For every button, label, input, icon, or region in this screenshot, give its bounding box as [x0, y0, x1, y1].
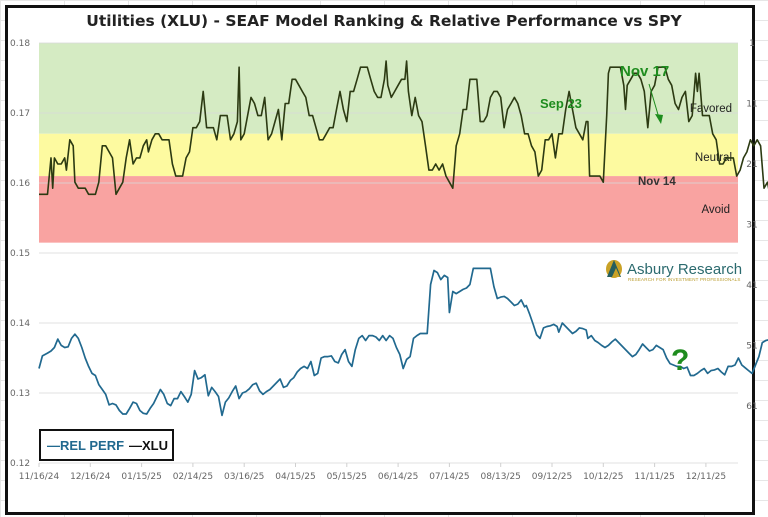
x-tick-label: 05/15/25	[327, 472, 367, 482]
series-line-rel-perf	[38, 267, 768, 417]
x-tick-label: 12/16/24	[70, 472, 111, 482]
gridlines	[39, 42, 738, 464]
annotation-nov-14: Nov 14	[638, 176, 676, 188]
right-tick-label: 41	[746, 281, 757, 291]
right-tick-label: 51	[746, 342, 757, 352]
left-tick-label: 0.18	[10, 39, 30, 49]
zone-bands	[39, 43, 738, 243]
right-tick-label: 11	[746, 100, 757, 110]
asbury-research-logo: Asbury Research RESEARCH FOR INVESTMENT …	[606, 260, 742, 282]
x-tick-label: 04/15/25	[275, 472, 315, 482]
left-tick-label: 0.12	[10, 459, 30, 469]
x-tick-label: 08/13/25	[480, 472, 520, 482]
annotation-sep-23: Sep 23	[540, 96, 582, 111]
left-tick-label: 0.14	[10, 319, 30, 329]
right-tick-label: 1	[749, 39, 755, 49]
x-tick-label: 06/14/25	[378, 472, 418, 482]
zone-label-favored: Favored	[690, 103, 732, 115]
annotation-nov-17: Nov 17	[620, 63, 669, 80]
x-axis: 11/16/24 12/16/24 01/15/25 02/14/25 03/16/25…	[19, 463, 726, 482]
legend-entry-rel-perf: —REL PERF	[47, 438, 124, 453]
x-tick-label: 01/15/25	[121, 472, 161, 482]
logo-tagline: RESEARCH FOR INVESTMENT PROFESSIONALS	[628, 277, 741, 282]
x-tick-label: 02/14/25	[173, 472, 213, 482]
annotation-arrow	[648, 83, 663, 124]
x-tick-label: 03/16/25	[224, 472, 264, 482]
left-tick-label: 0.17	[10, 109, 30, 119]
x-tick-label: 11/16/24	[19, 472, 60, 482]
x-tick-label: 09/12/25	[532, 472, 572, 482]
logo-icon	[606, 260, 622, 278]
right-tick-label: 61	[746, 402, 757, 412]
zone-label-avoid: Avoid	[701, 204, 730, 216]
legend: —REL PERF —XLU	[39, 429, 174, 461]
x-tick-label: 07/14/25	[429, 472, 469, 482]
legend-entry-xlu: —XLU	[129, 438, 168, 453]
left-tick-label: 0.16	[10, 179, 30, 189]
x-tick-label: 11/11/25	[634, 472, 674, 482]
zone-label-neutral: Neutral	[695, 152, 732, 164]
x-tick-label: 10/12/25	[583, 472, 623, 482]
zone-band-avoid	[39, 176, 738, 243]
annotation-question-mark: ?	[671, 344, 689, 377]
left-tick-label: 0.13	[10, 389, 30, 399]
left-tick-label: 0.15	[10, 249, 30, 259]
logo-text: Asbury Research	[627, 261, 742, 278]
series-line-xlu	[39, 60, 768, 196]
right-tick-label: 31	[746, 221, 757, 231]
left-axis: 0.18 0.17 0.16 0.15 0.14 0.13 0.12	[10, 39, 30, 469]
chart-title: Utilities (XLU) - SEAF Model Ranking & R…	[86, 12, 682, 30]
right-tick-label: 21	[746, 160, 757, 170]
x-tick-label: 12/11/25	[686, 472, 726, 482]
zone-band-neutral	[39, 133, 738, 177]
